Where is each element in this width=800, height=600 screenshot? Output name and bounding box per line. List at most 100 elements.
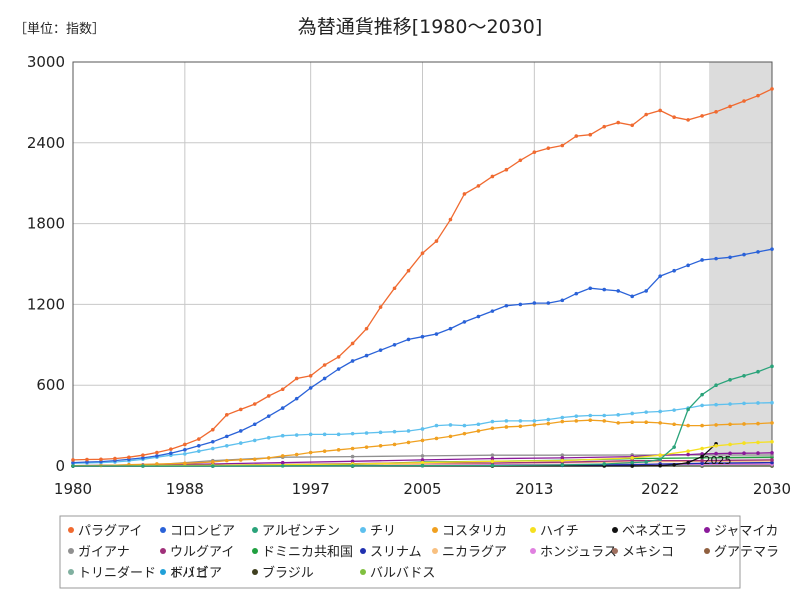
data-point — [350, 464, 355, 468]
data-point — [588, 286, 593, 291]
data-point — [700, 458, 704, 463]
data-point — [71, 464, 75, 468]
data-point — [602, 124, 607, 129]
legend-marker — [612, 548, 618, 554]
data-point — [490, 426, 495, 431]
data-point — [211, 439, 215, 444]
data-point — [266, 394, 271, 398]
legend-marker — [360, 527, 366, 533]
data-point — [406, 337, 411, 342]
data-point — [294, 396, 299, 401]
data-point — [280, 406, 285, 410]
data-point — [630, 420, 634, 425]
legend-marker — [530, 527, 536, 533]
legend-item: パラグアイ — [68, 524, 142, 539]
data-point — [378, 348, 383, 352]
data-point — [252, 457, 257, 462]
data-point — [602, 462, 607, 466]
data-point — [742, 451, 746, 456]
y-tick-label: 1800 — [27, 215, 65, 233]
data-point — [686, 449, 690, 453]
data-point — [560, 463, 565, 467]
data-point — [546, 301, 551, 305]
data-point — [588, 132, 593, 137]
data-point — [728, 402, 732, 406]
data-point — [224, 413, 229, 417]
legend-marker — [432, 527, 438, 533]
data-point — [770, 439, 774, 444]
data-point — [155, 462, 159, 466]
legend-marker — [252, 548, 258, 554]
data-point — [630, 411, 634, 416]
data-point — [364, 326, 369, 331]
legend-item: ニカラグア — [432, 545, 507, 560]
legend-label: バルバドス — [370, 566, 435, 581]
data-point — [602, 419, 607, 423]
legend-label: ニカラグア — [442, 545, 507, 560]
data-point — [336, 367, 341, 371]
data-point — [728, 422, 732, 427]
data-point — [728, 442, 732, 447]
data-point — [686, 263, 690, 268]
data-point — [686, 460, 690, 465]
data-point — [728, 451, 732, 456]
data-point — [644, 410, 648, 414]
legend-label: ハイチ — [540, 524, 579, 539]
data-point — [238, 458, 243, 462]
data-point — [350, 446, 355, 451]
legend-item: コロンビア — [160, 524, 235, 539]
data-point — [700, 114, 704, 118]
data-point — [420, 334, 425, 339]
data-point — [448, 423, 453, 427]
legend-item: ブラジル — [252, 565, 314, 581]
data-point — [616, 289, 621, 293]
y-tick-label: 2400 — [27, 134, 65, 152]
data-point — [700, 454, 704, 459]
data-point — [141, 456, 145, 460]
data-point — [350, 459, 355, 464]
data-point — [238, 429, 243, 433]
data-point — [630, 464, 634, 468]
data-point — [183, 448, 187, 452]
data-point — [756, 250, 760, 254]
data-point — [672, 422, 676, 427]
data-point — [728, 255, 732, 260]
data-point — [336, 355, 341, 359]
data-point — [658, 409, 662, 414]
data-point — [574, 419, 579, 423]
data-point — [770, 451, 774, 455]
data-point — [658, 274, 662, 278]
data-point — [560, 453, 565, 458]
x-tick-label: 1997 — [292, 480, 330, 498]
data-point — [224, 434, 229, 439]
data-point — [434, 423, 439, 428]
data-point — [420, 463, 425, 468]
legend-marker — [160, 527, 166, 533]
data-point — [686, 452, 690, 457]
data-point — [211, 446, 215, 451]
data-point — [490, 419, 495, 424]
legend-marker — [68, 527, 74, 533]
data-point — [742, 99, 746, 103]
legend-marker — [432, 548, 438, 554]
data-point — [686, 407, 690, 412]
legend-label: ブラジル — [262, 565, 314, 581]
data-point — [658, 108, 662, 113]
legend-item: メキシコ — [612, 545, 674, 560]
legend-marker — [612, 527, 618, 533]
data-point — [294, 376, 299, 381]
year-annotation: 2025 — [703, 454, 731, 467]
legend-marker — [704, 527, 710, 533]
data-point — [616, 120, 621, 125]
data-point — [392, 343, 397, 347]
data-point — [406, 429, 411, 433]
data-point — [476, 184, 481, 188]
legend-item: スリナム — [360, 545, 422, 560]
data-point — [770, 400, 774, 405]
data-point — [476, 429, 481, 433]
data-point — [462, 192, 467, 196]
legend-item: コスタリカ — [432, 524, 507, 539]
data-point — [266, 456, 271, 460]
chart-title: 為替通貨推移[1980～2030] — [298, 16, 543, 38]
series-4 — [71, 418, 774, 468]
